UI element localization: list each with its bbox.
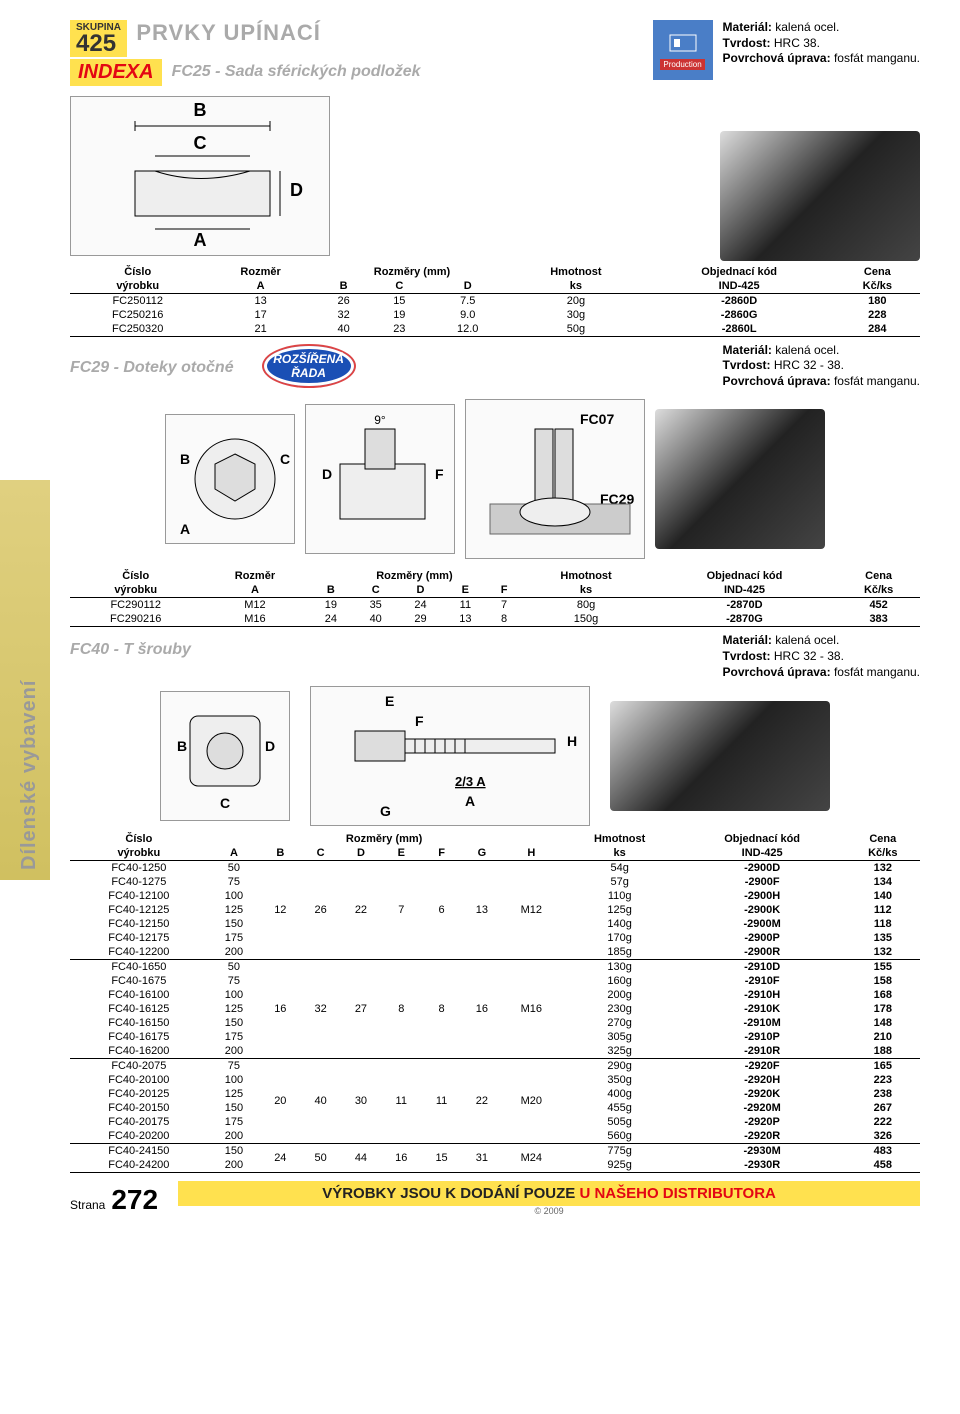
fc29-table: Číslo Rozměr Rozměry (mm) Hmotnost Objed… [70, 569, 920, 627]
expanded-range-badge: ROZŠÍŘENÁ ŘADA [264, 346, 354, 386]
svg-text:H: H [567, 733, 577, 749]
table-row: FC2502161732199.030g-2860G228 [70, 308, 920, 322]
page-number: Strana 272 [70, 1184, 158, 1216]
fc29-photo [655, 409, 825, 549]
brand-badge: INDEXA [70, 59, 162, 86]
header: SKUPINA 425 PRVKY UPÍNACÍ INDEXA FC25 - … [70, 20, 920, 86]
table-row: FC40-1650501632278816M16130g-2910D155 [70, 960, 920, 975]
page-heading: PRVKY UPÍNACÍ [136, 20, 321, 46]
sidebar-category: Dílenské vybavení [18, 680, 41, 870]
svg-text:9°: 9° [374, 413, 386, 427]
table-row: FC40-1250501226227613M1254g-2900D132 [70, 861, 920, 876]
svg-text:A: A [180, 521, 190, 537]
fc40-photo [610, 701, 830, 811]
svg-text:A: A [465, 793, 475, 809]
fc40-diagrams: B D C E F H 2/3 A A G [70, 686, 920, 826]
svg-text:B: B [180, 451, 190, 467]
svg-text:B: B [194, 101, 207, 120]
production-icon: Production [653, 20, 713, 80]
fc40-table: Číslo Rozměry (mm) Hmotnost Objednací kó… [70, 832, 920, 1173]
production-label: Production [660, 59, 704, 70]
svg-text:C: C [280, 451, 290, 467]
fc29-material: Materiál: kalená ocel. Tvrdost: HRC 32 -… [723, 343, 920, 390]
svg-text:C: C [220, 795, 230, 811]
svg-text:F: F [435, 466, 444, 482]
fc25-material: Materiál: kalená ocel. Tvrdost: HRC 38. … [723, 20, 920, 67]
svg-text:E: E [385, 693, 394, 709]
svg-text:A: A [194, 230, 207, 250]
group-num: 425 [76, 33, 121, 55]
table-row: FC40-207575204030111122M20290g-2920F165 [70, 1059, 920, 1074]
footer-bar: VÝROBKY JSOU K DODÁNÍ POUZE U NAŠEHO DIS… [178, 1181, 920, 1206]
svg-text:D: D [265, 738, 275, 754]
fc25-photo [720, 131, 920, 261]
copyright: © 2009 [178, 1206, 920, 1216]
fc25-table: Číslo Rozměr Rozměry (mm) Hmotnost Objed… [70, 265, 920, 337]
svg-text:FC07: FC07 [580, 411, 614, 427]
table-row: FC40-24150150245044161531M24775g-2930M48… [70, 1144, 920, 1159]
table-row: FC25032021402312.050g-2860L284 [70, 322, 920, 337]
fc29-title: FC29 - Doteky otočné [70, 359, 234, 377]
svg-text:D: D [290, 180, 303, 200]
svg-text:B: B [177, 738, 187, 754]
svg-text:D: D [322, 466, 332, 482]
svg-text:G: G [380, 803, 391, 819]
fc29-diagrams: B C A 9° D E F FC07 FC29 [70, 399, 920, 559]
svg-text:C: C [194, 133, 207, 153]
fc25-title: FC25 - Sada sférických podložek [172, 63, 421, 81]
table-row: FC290216M16244029138150g-2870G383 [70, 612, 920, 627]
svg-text:2/3 A: 2/3 A [455, 774, 486, 789]
table-row: FC2501121326157.520g-2860D180 [70, 293, 920, 308]
svg-text:F: F [415, 713, 424, 729]
fc40-title: FC40 - T šrouby [70, 641, 191, 659]
fc25-diagram: B C D A [70, 96, 330, 256]
fc40-material: Materiál: kalená ocel. Tvrdost: HRC 32 -… [723, 633, 920, 680]
group-badge: SKUPINA 425 [70, 20, 127, 57]
table-row: FC290112M1219352411780g-2870D452 [70, 598, 920, 613]
